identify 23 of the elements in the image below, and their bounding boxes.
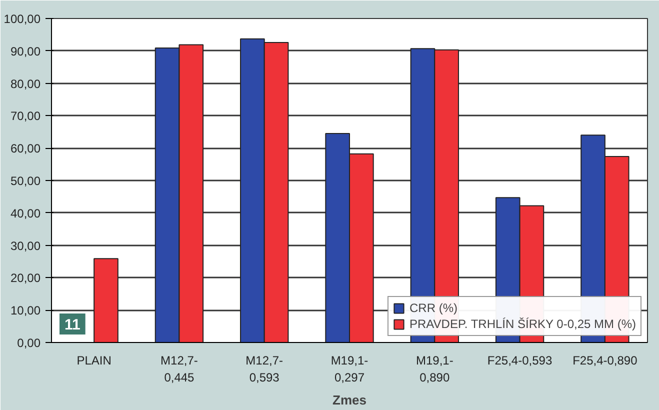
y-tick-label: 40,00 [10,206,41,220]
y-tick-label: 50,00 [10,174,41,188]
bar [94,258,118,342]
y-tick-label: 20,00 [10,271,41,286]
legend-label: PRAVDEP. TRHLÍN ŠÍRKY 0-0,25 MM (%) [409,317,636,331]
y-tick-label: 90,00 [10,44,41,58]
x-tick-label: M19,1- 0,890 [416,354,454,384]
y-tick-label: 80,00 [10,76,41,91]
x-tick-label: M12,7- 0,593 [246,354,284,384]
y-tick-label: 70,00 [10,109,41,124]
annotation: 11 [64,316,80,334]
y-tick-label: 60,00 [10,142,41,156]
y-tick-label: 100,00 [4,12,41,26]
legend-label: CRR (%) [409,301,458,315]
x-tick-label: M19,1- 0,297 [330,354,368,384]
y-tick-label: 30,00 [10,238,41,253]
y-tick-label: 10,00 [10,304,41,318]
x-tick-label: F25,4-0,890 [572,354,638,368]
x-axis-title: Zmes [332,392,366,408]
x-tick-label: M12,7- 0,445 [160,354,198,384]
y-tick-label: 0,00 [17,336,41,350]
x-tick-label: F25,4-0,593 [487,354,552,368]
x-tick-label: PLAIN [76,354,112,368]
